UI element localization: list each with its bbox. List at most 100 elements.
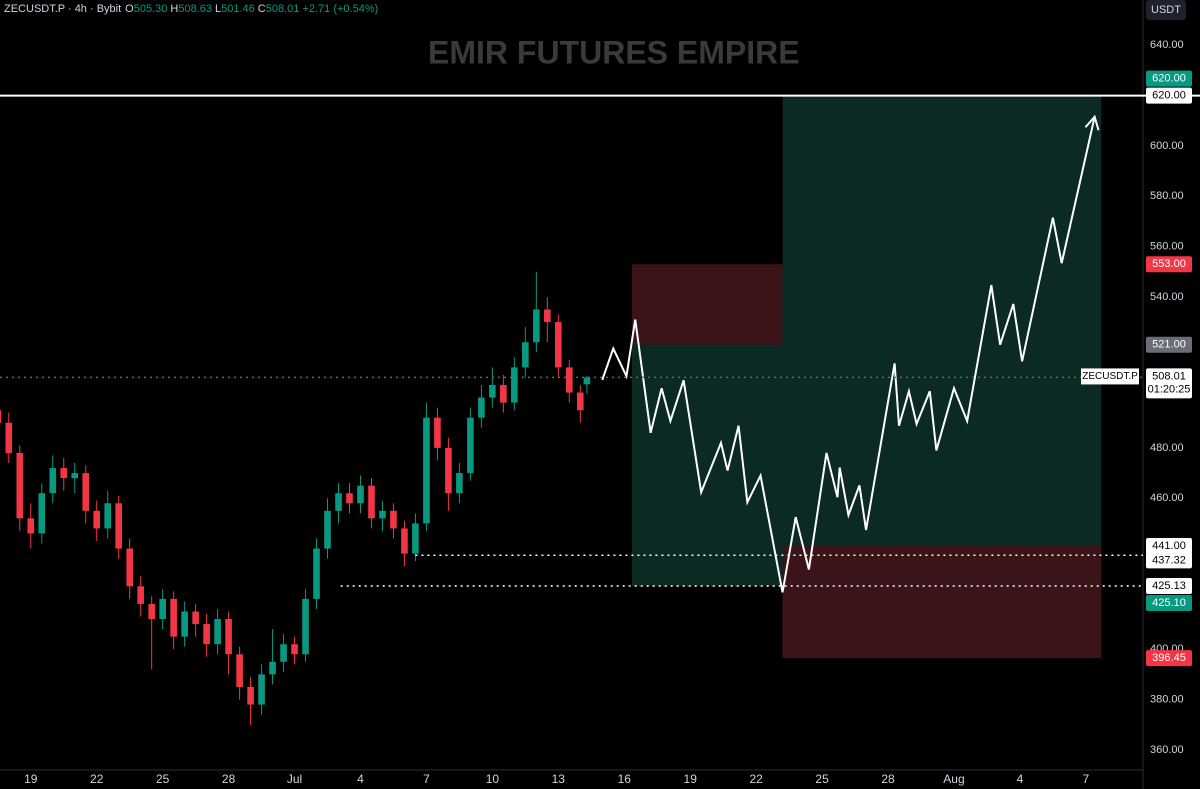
- price-tag: [1146, 336, 1192, 353]
- change: +2.71 (+0.54%): [302, 3, 378, 15]
- candle-body: [533, 309, 540, 343]
- ohlc-key: C: [258, 3, 266, 15]
- candle-body: [583, 377, 591, 385]
- y-tick-label: 540.00: [1150, 291, 1184, 303]
- candle-body: [313, 548, 320, 599]
- y-tick-label: 460.00: [1150, 492, 1184, 504]
- y-tick-label: 360.00: [1150, 744, 1184, 756]
- candle-body: [412, 523, 419, 554]
- candle-body: [522, 342, 529, 368]
- candle-body: [269, 661, 276, 675]
- candle-body: [0, 410, 2, 423]
- y-tick-label: 640.00: [1150, 39, 1184, 51]
- candle-body: [104, 503, 112, 529]
- ohlc-value: 501.46: [221, 3, 255, 15]
- candle-body: [16, 452, 24, 519]
- candle-body: [115, 503, 122, 549]
- x-tick-label: 25: [815, 772, 829, 786]
- candle-body: [566, 367, 573, 393]
- x-tick-label: 22: [749, 772, 763, 786]
- candle-body: [93, 510, 101, 529]
- x-tick-label: 16: [618, 772, 632, 786]
- price-tag: [1146, 87, 1192, 104]
- candle-body: [60, 468, 68, 479]
- price-tag-label: 521.00: [1152, 339, 1186, 351]
- x-tick-label: 4: [1017, 772, 1024, 786]
- ohlc-value: 508.01: [266, 3, 300, 15]
- candle-body: [214, 619, 221, 645]
- symbol: ZECUSDT.P · 4h · Bybit: [4, 3, 121, 15]
- candle-body: [148, 603, 155, 620]
- candle-body: [390, 510, 397, 529]
- last-price-tag: [1146, 368, 1192, 399]
- ohlc-value: 508.63: [178, 3, 212, 15]
- countdown: 01:20:25: [1148, 383, 1191, 395]
- candle-body: [27, 518, 35, 534]
- candle-body: [379, 510, 386, 519]
- price-tag-label: 441.00: [1152, 540, 1186, 552]
- candle-body: [324, 510, 331, 549]
- candle-body: [434, 417, 441, 448]
- symbol-label: ZECUSDT.P · 4h · Bybit O505.30 H508.63 L501…: [4, 3, 378, 15]
- price-tag: [1146, 256, 1192, 273]
- projection-line: [601, 116, 1096, 593]
- x-tick-label: 4: [357, 772, 364, 786]
- zone: [782, 95, 1102, 547]
- price-tag: [1146, 70, 1192, 87]
- candle-body: [478, 397, 485, 418]
- x-tick-label: 7: [423, 772, 430, 786]
- candle-body: [203, 624, 210, 645]
- candle-body: [456, 473, 463, 494]
- watermark: EMIR FUTURES EMPIRE: [428, 34, 800, 70]
- candle-body: [181, 611, 188, 637]
- candle-body: [126, 548, 133, 587]
- price-tag: [1146, 595, 1192, 612]
- x-tick-label: 7: [1083, 772, 1090, 786]
- candle-body: [357, 485, 364, 504]
- price-tag-label: 396.45: [1152, 652, 1186, 664]
- candle-body: [291, 644, 298, 655]
- ohlc: O505.30 H508.63 L501.46 C508.01: [125, 3, 299, 15]
- ohlc-value: 505.30: [134, 3, 168, 15]
- candle-body: [555, 322, 562, 368]
- candle-body: [247, 686, 254, 705]
- candle-body: [258, 674, 265, 705]
- plot: [0, 95, 1102, 725]
- candle-body: [500, 385, 507, 403]
- candle-body: [335, 493, 342, 511]
- x-tick-label: 25: [156, 772, 170, 786]
- y-tick-label: 600.00: [1150, 140, 1184, 152]
- y-tick-label: 380.00: [1150, 693, 1184, 705]
- candle-body: [5, 422, 13, 453]
- zone: [631, 344, 783, 587]
- candle-body: [82, 473, 90, 511]
- candle-body: [368, 485, 375, 519]
- last-symbol-box: [1081, 368, 1139, 385]
- candle-body: [159, 598, 166, 620]
- zone: [782, 546, 1102, 659]
- candle-body: [137, 586, 144, 604]
- y-tick-label: 560.00: [1150, 241, 1184, 253]
- price-tag-label: 620.00: [1152, 73, 1186, 85]
- candle-body: [467, 417, 474, 474]
- candle-body: [576, 392, 584, 411]
- ohlc-key: H: [170, 3, 178, 15]
- candle-body: [346, 493, 353, 504]
- ohlc-key: L: [215, 3, 221, 15]
- ohlc-key: O: [125, 3, 134, 15]
- x-tick-label: 22: [90, 772, 104, 786]
- y-tick-label: 480.00: [1150, 442, 1184, 454]
- last-symbol: ZECUSDT.P: [1082, 371, 1138, 382]
- x-tick-label: Aug: [943, 772, 964, 786]
- price-tag: [1146, 650, 1192, 667]
- price-tag-label: 437.32: [1152, 554, 1186, 566]
- projection-arrowhead: [1084, 114, 1100, 131]
- candle-body: [401, 528, 408, 554]
- candle-body: [236, 654, 243, 687]
- currency: USDT: [1151, 4, 1181, 16]
- x-tick-label: 13: [552, 772, 566, 786]
- candle-body: [38, 493, 46, 534]
- candle-body: [280, 644, 287, 662]
- candle-body: [489, 385, 496, 398]
